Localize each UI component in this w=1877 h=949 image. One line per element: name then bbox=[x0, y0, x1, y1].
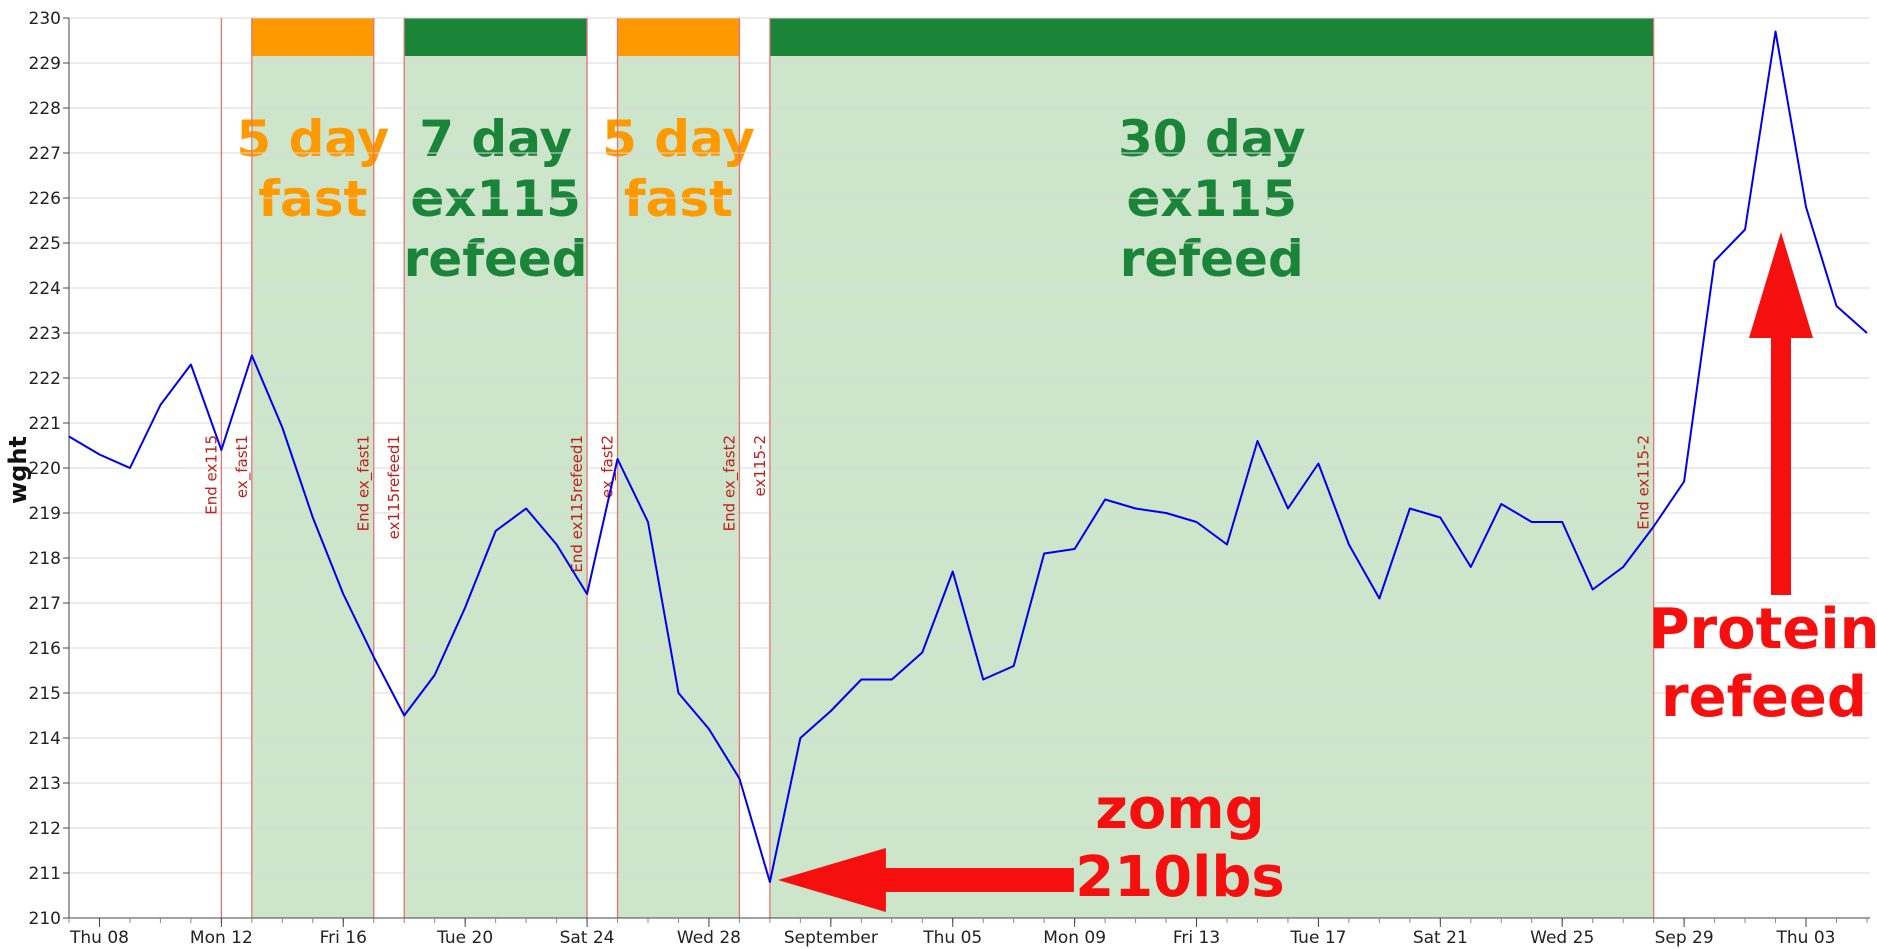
marker-label: ex115refeed1 bbox=[385, 435, 403, 539]
phase-bar-fast bbox=[617, 18, 740, 56]
phase-background bbox=[617, 56, 740, 918]
phase-label: ex115 bbox=[410, 170, 581, 228]
x-tick-label: Sat 21 bbox=[1413, 928, 1468, 948]
marker-label: End ex115-2 bbox=[1635, 435, 1653, 530]
y-tick-label: 213 bbox=[29, 774, 61, 794]
line-layer bbox=[68, 30, 1868, 883]
phase-label: 7 day bbox=[419, 110, 572, 168]
arrow-left-icon bbox=[777, 848, 1074, 912]
marker-layer: End ex115 ex_fast1 End ex_fast1 ex115refeed… bbox=[202, 18, 1655, 918]
y-tick-label: 221 bbox=[29, 414, 61, 434]
phase-bar-fast bbox=[251, 18, 374, 56]
y-tick-label: 215 bbox=[29, 684, 61, 704]
phase-label: ex115 bbox=[1126, 170, 1297, 228]
phase-background bbox=[251, 56, 374, 918]
y-tick-label: 222 bbox=[29, 369, 61, 389]
x-tick-label: Fri 13 bbox=[1173, 928, 1220, 948]
axis-layer: 210 211 212 213 214 215 216 217 218 219 220 221 222 2… bbox=[29, 9, 1870, 948]
zomg-callout-text: 210lbs bbox=[1075, 845, 1285, 910]
zomg-callout-text: zomg bbox=[1095, 777, 1265, 842]
x-tick-label: Thu 03 bbox=[1776, 928, 1836, 948]
x-tick-label: Mon 12 bbox=[190, 928, 253, 948]
arrow-up-icon bbox=[1749, 232, 1813, 595]
phase-label: 5 day bbox=[602, 110, 755, 168]
y-tick-label: 224 bbox=[29, 279, 61, 299]
y-tick-label: 212 bbox=[29, 819, 61, 839]
x-tick-label: Tue 17 bbox=[1289, 928, 1346, 948]
phase-label: refeed bbox=[1120, 230, 1304, 288]
y-tick-label: 229 bbox=[29, 54, 61, 74]
y-tick-label: 219 bbox=[29, 504, 61, 524]
phase-label: 5 day bbox=[236, 110, 389, 168]
y-tick-label: 225 bbox=[29, 234, 61, 254]
y-tick-label: 217 bbox=[29, 594, 61, 614]
marker-label: End ex_fast1 bbox=[355, 435, 374, 531]
protein-callout-text: refeed bbox=[1661, 665, 1867, 730]
x-tick-label: Tue 20 bbox=[436, 928, 493, 948]
y-tick-label: 227 bbox=[29, 144, 61, 164]
marker-label: ex_fast2 bbox=[599, 435, 618, 498]
marker-label: End ex115refeed1 bbox=[568, 435, 586, 573]
y-tick-label: 210 bbox=[29, 909, 61, 929]
protein-callout-text: Protein bbox=[1649, 597, 1877, 662]
y-tick-label: 223 bbox=[29, 324, 61, 344]
x-tick-label: Mon 09 bbox=[1043, 928, 1106, 948]
y-tick-label: 230 bbox=[29, 9, 61, 29]
x-tick-label: Thu 08 bbox=[69, 928, 129, 948]
phase-label: refeed bbox=[404, 230, 588, 288]
y-axis-label: wght bbox=[4, 436, 32, 504]
marker-label: ex_fast1 bbox=[233, 435, 252, 498]
x-tick-label: Wed 28 bbox=[677, 928, 741, 948]
phase-label: fast bbox=[624, 170, 733, 228]
y-tick-label: 211 bbox=[29, 864, 61, 884]
phase-bar-refeed bbox=[769, 18, 1654, 56]
phase-background bbox=[769, 56, 1654, 918]
x-tick-label: Sat 24 bbox=[560, 928, 615, 948]
grid-layer bbox=[69, 17, 1870, 919]
x-tick-label: September bbox=[784, 928, 878, 948]
x-tick-label: Thu 05 bbox=[922, 928, 982, 948]
y-tick-label: 216 bbox=[29, 639, 61, 659]
phase-bar-refeed bbox=[404, 18, 588, 56]
x-tick-label: Wed 25 bbox=[1530, 928, 1594, 948]
phase-background bbox=[404, 56, 588, 918]
x-tick-label: Fri 16 bbox=[320, 928, 367, 948]
phase-label: 30 day bbox=[1118, 110, 1306, 168]
marker-label: End ex115 bbox=[202, 435, 220, 515]
marker-label: ex115-2 bbox=[751, 435, 769, 496]
marker-label: End ex_fast2 bbox=[720, 435, 739, 531]
y-tick-label: 226 bbox=[29, 189, 61, 209]
y-tick-label: 220 bbox=[29, 459, 61, 479]
y-tick-label: 214 bbox=[29, 729, 61, 749]
y-tick-label: 218 bbox=[29, 549, 61, 569]
x-tick-label: Sep 29 bbox=[1655, 928, 1714, 948]
y-tick-label: 228 bbox=[29, 99, 61, 119]
phase-label: fast bbox=[258, 170, 367, 228]
weight-series-line bbox=[68, 30, 1868, 883]
